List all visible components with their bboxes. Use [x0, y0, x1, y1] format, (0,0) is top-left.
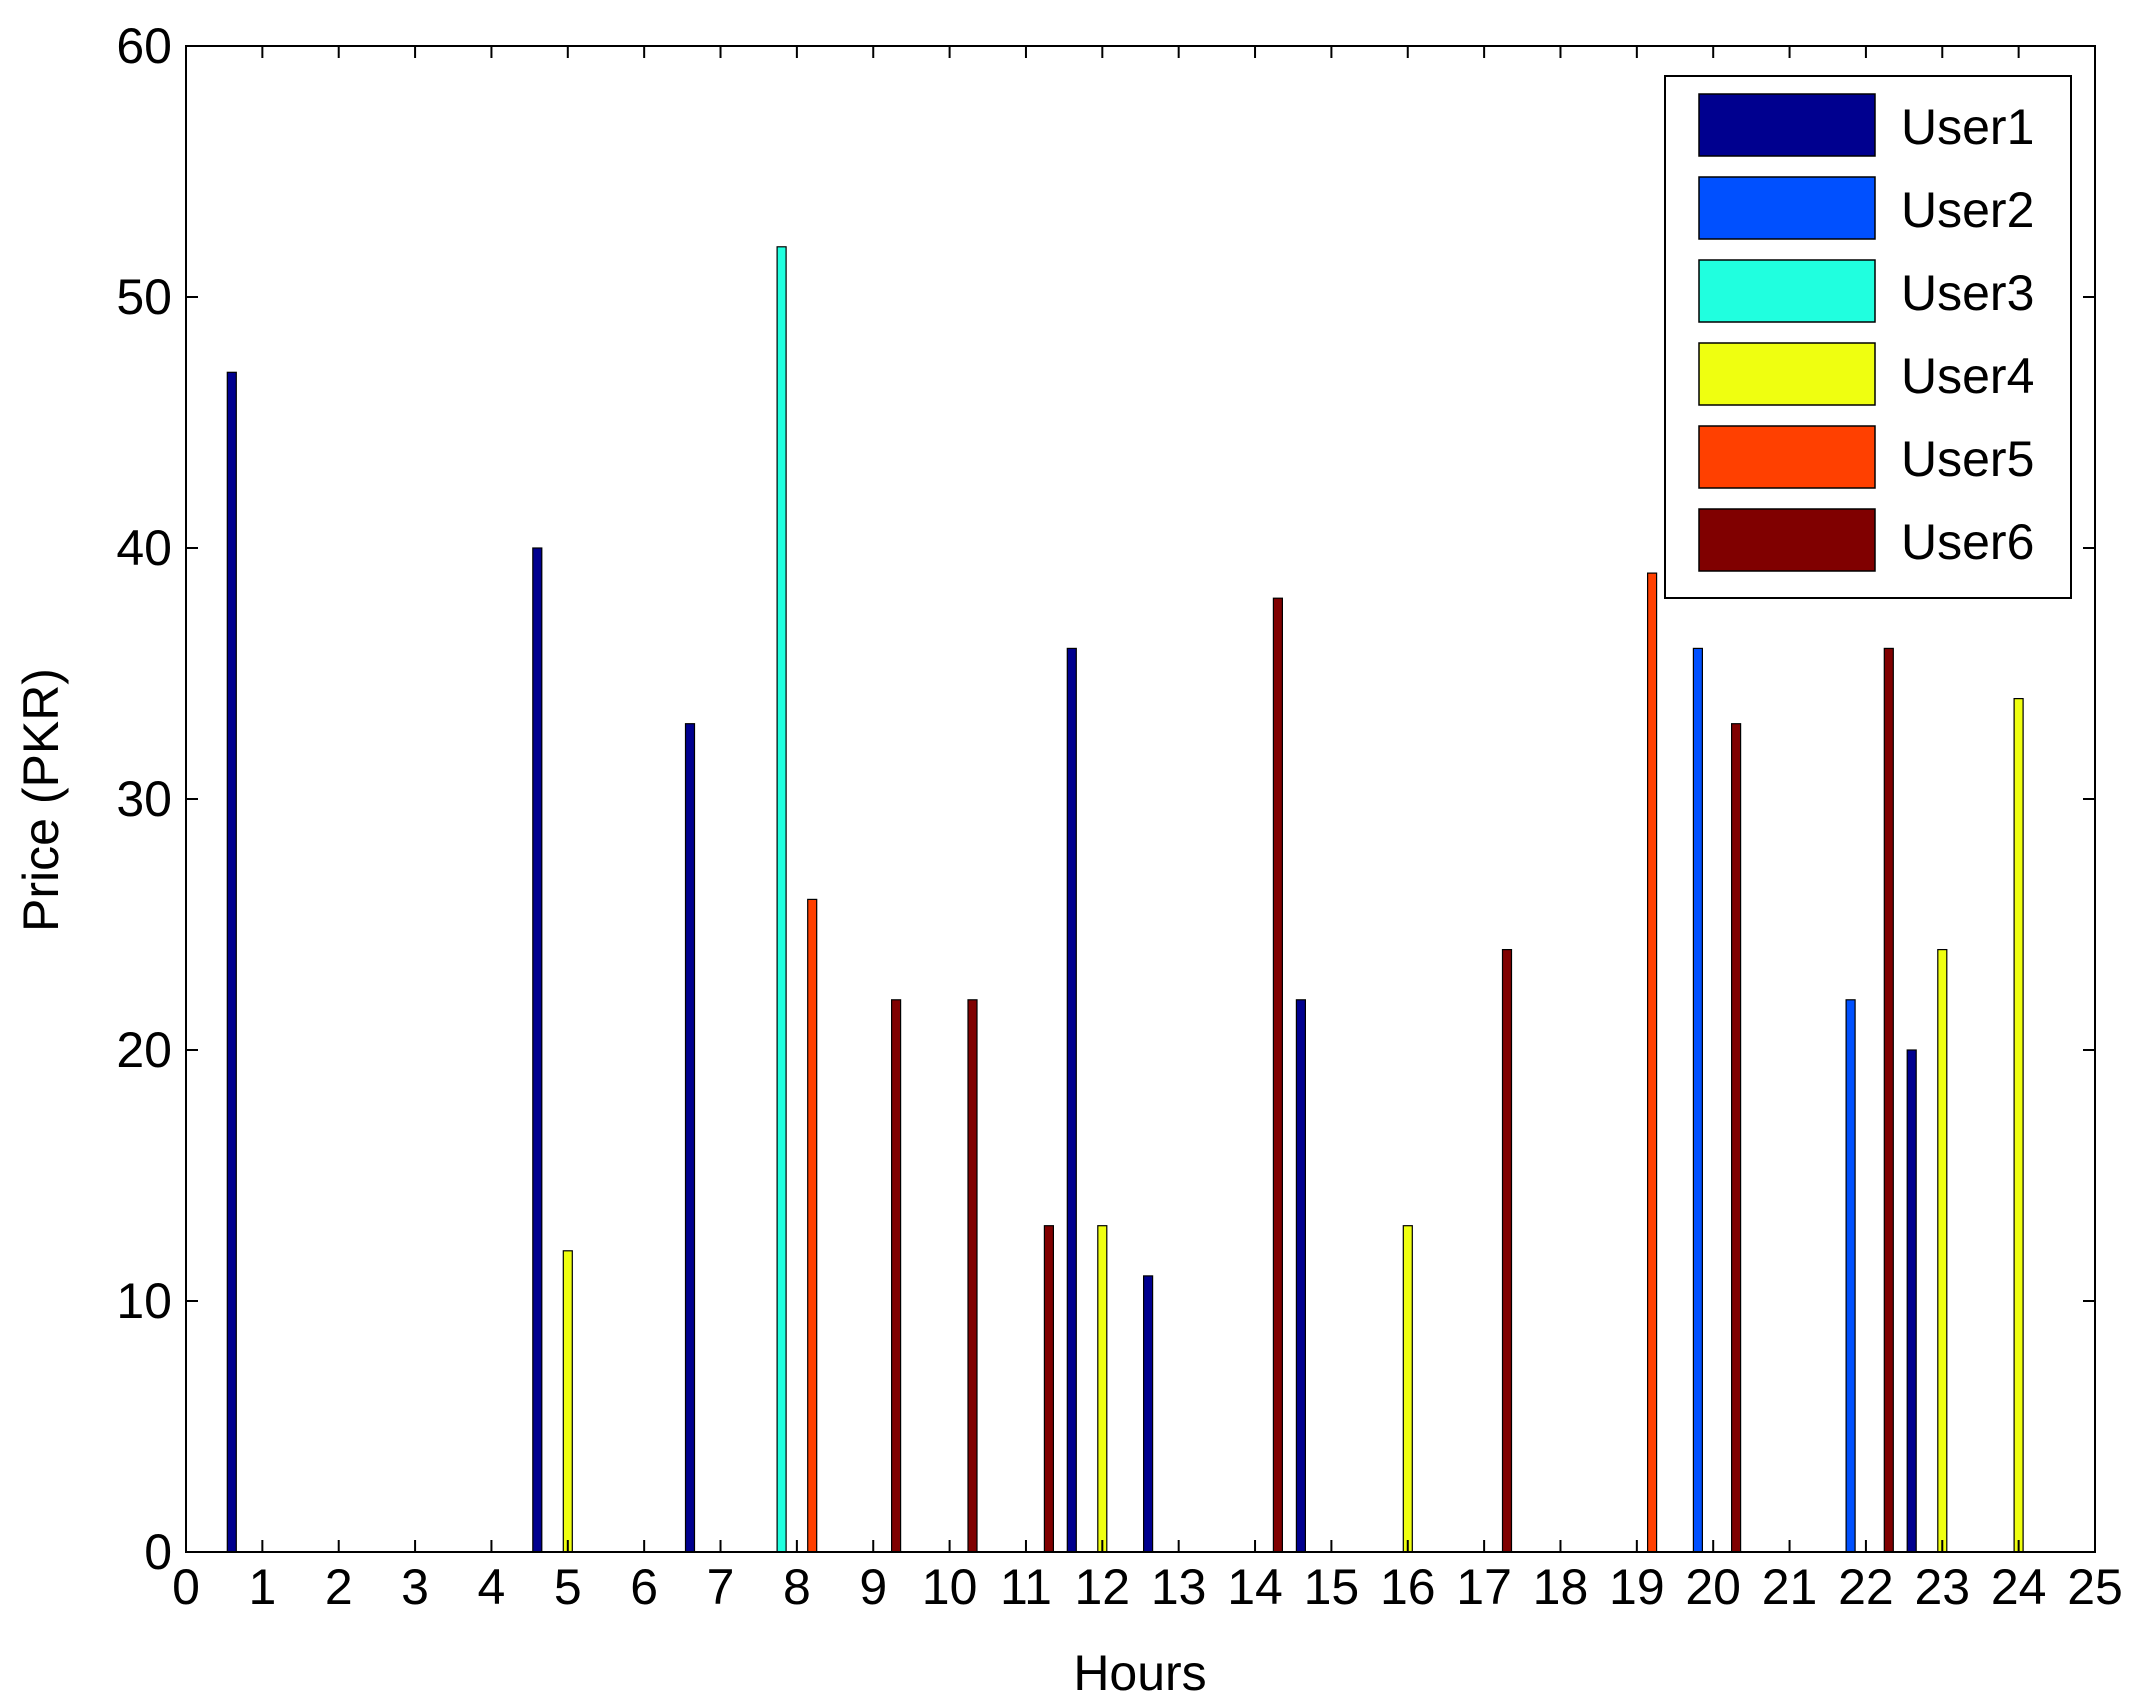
legend-swatch-user2: [1698, 176, 1876, 240]
bar-user4-1: [1097, 1225, 1108, 1553]
legend-swatch-user4: [1698, 342, 1876, 406]
bar-user6-0: [890, 999, 902, 1553]
y-axis-title: Price (PKR): [13, 668, 69, 932]
bar-user1-1: [532, 547, 543, 1553]
y-tick-label: 60: [116, 18, 172, 74]
y-tick-label: 20: [116, 1022, 172, 1078]
bar-user1-6: [1906, 1049, 1917, 1553]
y-tick-label: 50: [116, 269, 172, 325]
x-tick-label: 0: [172, 1559, 200, 1615]
y-tick-label: 40: [116, 520, 172, 576]
bar-user4-2: [1402, 1225, 1413, 1553]
bar-user6-5: [1730, 723, 1742, 1553]
bar-user6-6: [1883, 647, 1894, 1553]
axis-ticks: 0 1 2 3 4 5 6 7 8 9 10 11 12 13 14 15 16 17 18 19 20 21 22 23 24…: [116, 18, 2122, 1615]
legend-label-user4: User4: [1901, 348, 2034, 404]
x-tick-label: 25: [2067, 1559, 2123, 1615]
x-tick-label: 15: [1304, 1559, 1360, 1615]
x-tick-label: 11: [1000, 1559, 1052, 1615]
x-tick-label: 7: [707, 1559, 735, 1615]
legend-swatch-user5: [1698, 425, 1876, 489]
bar-user3-0: [776, 246, 787, 1553]
y-tick-label: 30: [116, 771, 172, 827]
x-tick-label: 3: [401, 1559, 429, 1615]
x-tick-label: 5: [554, 1559, 582, 1615]
x-tick-label: 9: [859, 1559, 887, 1615]
x-tick-label: 21: [1762, 1559, 1818, 1615]
y-tick-label: 10: [116, 1273, 172, 1329]
x-tick-label: 20: [1685, 1559, 1741, 1615]
legend-label-user2: User2: [1901, 182, 2034, 238]
bar-user1-2: [684, 723, 696, 1553]
bar-user1-4: [1142, 1275, 1154, 1553]
bar-user1-3: [1066, 647, 1077, 1553]
x-tick-label: 13: [1151, 1559, 1207, 1615]
x-tick-label: 19: [1609, 1559, 1665, 1615]
x-tick-label: 17: [1456, 1559, 1512, 1615]
y-tick-label: 0: [144, 1524, 172, 1580]
bars-layer: [226, 246, 2024, 1553]
x-tick-label: 22: [1838, 1559, 1894, 1615]
bar-user5-1: [1646, 572, 1658, 1553]
x-tick-label: 2: [325, 1559, 353, 1615]
bar-user1-5: [1295, 999, 1307, 1553]
x-tick-label: 4: [478, 1559, 506, 1615]
x-tick-label: 23: [1914, 1559, 1970, 1615]
x-tick-label: 12: [1075, 1559, 1131, 1615]
x-tick-label: 16: [1380, 1559, 1436, 1615]
x-tick-label: 6: [630, 1559, 658, 1615]
x-axis-title: Hours: [1073, 1645, 1206, 1700]
legend-label-user5: User5: [1901, 431, 2034, 487]
legend-label-user6: User6: [1901, 514, 2034, 570]
x-tick-label: 8: [783, 1559, 811, 1615]
bar-user6-2: [1043, 1225, 1055, 1553]
legend-label-user1: User1: [1901, 99, 2034, 155]
x-tick-label: 24: [1991, 1559, 2047, 1615]
bar-user2-1: [1845, 999, 1856, 1553]
bar-user4-3: [1937, 948, 1948, 1553]
legend-label-user3: User3: [1901, 265, 2034, 321]
x-tick-label: 18: [1533, 1559, 1589, 1615]
bar-user5-0: [807, 898, 818, 1553]
bar-user6-3: [1272, 597, 1284, 1553]
bar-user6-4: [1501, 948, 1513, 1553]
bar-user2-0: [1692, 647, 1704, 1553]
bar-user1-0: [226, 371, 237, 1553]
legend: User1 User2 User3 User4 User5 User6: [1664, 75, 2072, 599]
legend-swatch-user1: [1698, 93, 1876, 157]
bar-user4-4: [2013, 697, 2024, 1553]
x-tick-label: 14: [1227, 1559, 1283, 1615]
bar-user4-0: [562, 1250, 573, 1553]
legend-swatch-user6: [1698, 508, 1876, 572]
x-tick-label: 1: [248, 1559, 276, 1615]
bar-user6-1: [967, 999, 978, 1553]
legend-swatch-user3: [1698, 259, 1876, 323]
x-tick-label: 10: [922, 1559, 978, 1615]
